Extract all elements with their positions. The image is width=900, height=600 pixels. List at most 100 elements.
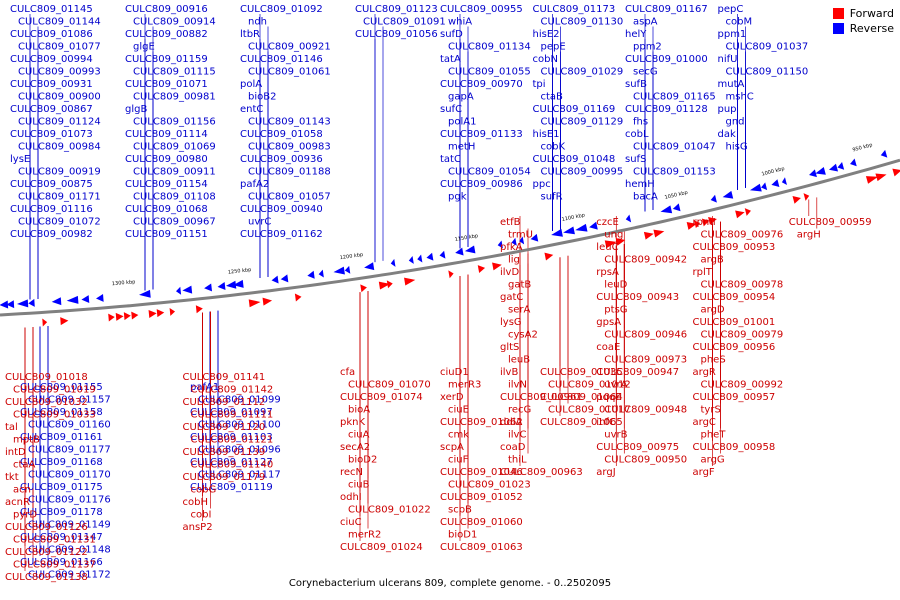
reverse-gene-arrow xyxy=(51,297,62,306)
forward-gene-label: CULC809_01062 xyxy=(440,417,523,428)
reverse-gene-label: CULC809_01072 xyxy=(18,217,101,228)
reverse-gene-label: CULC809_01117 xyxy=(198,470,281,481)
forward-gene-arrow xyxy=(653,229,665,238)
reverse-gene-label: CULC809_01086 xyxy=(10,29,93,40)
reverse-gene-arrow xyxy=(417,254,423,263)
forward-gene-label: CULC809_01179 xyxy=(183,472,266,483)
reverse-gene-arrow xyxy=(710,194,717,203)
forward-gene-arrow xyxy=(892,168,900,177)
forward-gene-arrow xyxy=(792,196,801,204)
reverse-gene-label: CULC809_01069 xyxy=(133,142,216,153)
reverse-gene-label: gnd xyxy=(726,117,745,128)
forward-gene-label: CULC809_00953 xyxy=(693,242,776,253)
forward-gene-label: ilvB xyxy=(500,367,518,378)
reverse-gene-label: CULC809_00970 xyxy=(440,79,523,90)
reverse-gene-arrow xyxy=(781,177,787,186)
forward-gene-label: CULC809_01139 xyxy=(183,447,266,458)
strand-legend: Forward Reverse xyxy=(832,6,894,36)
reverse-gene-label: CULC809_01115 xyxy=(133,67,216,78)
forward-gene-label: CULC809_01022 xyxy=(348,505,431,516)
forward-gene-label: CULC809_01126 xyxy=(5,522,88,533)
forward-gene-label: etfB xyxy=(500,217,521,228)
forward-gene-arrow xyxy=(115,312,124,321)
reverse-gene-arrow xyxy=(439,250,446,259)
forward-gene-arrow xyxy=(875,173,887,182)
reverse-gene-arrow xyxy=(551,228,563,237)
forward-gene-label: CULC809_00979 xyxy=(701,330,784,341)
forward-gene-label: lysG xyxy=(500,317,522,328)
reverse-gene-label: CULC809_01157 xyxy=(28,395,111,406)
forward-gene-label: CULC809_00961 xyxy=(500,392,583,403)
forward-leader-lines xyxy=(24,197,818,571)
scale-labels: 1300 kbp 1250 kbp 1200 kbp 1150 kbp 1100 kbp… xyxy=(112,142,874,287)
legend-forward-label: Forward xyxy=(849,7,894,20)
reverse-gene-label: CULC809_01134 xyxy=(448,42,531,53)
forward-gene-arrow xyxy=(694,220,701,229)
reverse-gene-label: CULC809_01161 xyxy=(20,432,103,443)
reverse-gene-label: CULC809_01143 xyxy=(248,117,331,128)
scale-label: 1000 kbp xyxy=(761,166,785,178)
reverse-gene-label: hisG xyxy=(726,142,748,153)
reverse-gene-label: CULC809_01057 xyxy=(248,192,331,203)
forward-gene-label: acn xyxy=(13,485,31,496)
forward-gene-label: CULC809_00950 xyxy=(604,455,687,466)
reverse-gene-label: CULC809_01091 xyxy=(363,17,446,28)
reverse-gene-arrow xyxy=(280,274,289,283)
forward-gene-label: lig xyxy=(508,255,520,266)
reverse-gene-label: tatA xyxy=(440,54,461,65)
forward-gene-label: CULC809_00954 xyxy=(693,292,776,303)
forward-gene-arrow xyxy=(686,222,697,230)
forward-gene-label: tal xyxy=(5,422,18,433)
reverse-gene-arrow xyxy=(455,247,464,256)
forward-gene-arrow xyxy=(643,231,654,240)
forward-gene-label: cobI xyxy=(191,510,212,521)
reverse-gene-label: sufS xyxy=(625,154,646,165)
reverse-gene-arrow xyxy=(850,158,857,167)
reverse-gene-arrow xyxy=(815,167,826,175)
forward-gene-label: thiL xyxy=(508,455,527,466)
reverse-gene-label: CULC809_00982 xyxy=(10,229,93,240)
forward-gene-label: CULC809_00943 xyxy=(596,292,679,303)
reverse-gene-label: CULC809_01073 xyxy=(10,129,93,140)
reverse-gene-arrow xyxy=(519,236,525,245)
forward-gene-label: argF xyxy=(693,467,715,478)
forward-gene-label: CULC809_01142 xyxy=(191,385,274,396)
reverse-gene-arrow xyxy=(809,169,817,178)
reverse-gene-label: ndh xyxy=(248,17,267,28)
reverse-gene-label: CULC809_00955 xyxy=(440,4,523,15)
forward-gene-arrow xyxy=(744,208,751,216)
reverse-gene-label: secG xyxy=(633,67,658,78)
forward-gene-label: uvrB xyxy=(604,430,627,441)
reverse-gene-arrow xyxy=(182,285,193,294)
reverse-gene-label: CULC809_01156 xyxy=(133,117,216,128)
forward-gene-label: CULC809_01063 xyxy=(440,542,523,553)
forward-gene-arrow xyxy=(169,307,176,316)
reverse-gene-label: CULC809_01178 xyxy=(20,507,103,518)
reverse-gene-label: CULC809_01108 xyxy=(133,192,216,203)
forward-gene-arrow xyxy=(865,176,879,184)
forward-gene-label: recG xyxy=(508,405,531,416)
forward-gene-label: coaE xyxy=(596,342,620,353)
reverse-gene-label: CULC809_01162 xyxy=(240,229,323,240)
forward-gene-arrow xyxy=(262,297,273,306)
forward-gene-label: argJ xyxy=(596,467,615,478)
forward-gene-label: leuD xyxy=(604,280,627,291)
forward-gene-label: pheS xyxy=(701,355,726,366)
reverse-gene-label: hemH xyxy=(625,179,655,190)
forward-gene-label: scpA xyxy=(440,442,464,453)
forward-gene-label: ansP2 xyxy=(183,522,213,533)
forward-gene-label: CULC809_00958 xyxy=(693,442,776,453)
reverse-gene-label: CULC809_00986 xyxy=(440,179,523,190)
forward-gene-label: cobH xyxy=(183,497,208,508)
reverse-gene-arrow xyxy=(497,240,503,249)
reverse-gene-label: CULC809_00919 xyxy=(18,167,101,178)
reverse-gene-arrow xyxy=(96,293,104,302)
reverse-gene-label: CULC809_01116 xyxy=(10,204,93,215)
reverse-gene-label: CULC809_00921 xyxy=(248,42,331,53)
reverse-gene-arrow xyxy=(390,258,396,267)
reverse-gene-label: CULC809_00984 xyxy=(18,142,101,153)
reverse-gene-label: pafA1 xyxy=(190,382,219,393)
forward-gene-label: CULC809_01032 xyxy=(5,397,88,408)
reverse-gene-label: bacA xyxy=(633,192,658,203)
